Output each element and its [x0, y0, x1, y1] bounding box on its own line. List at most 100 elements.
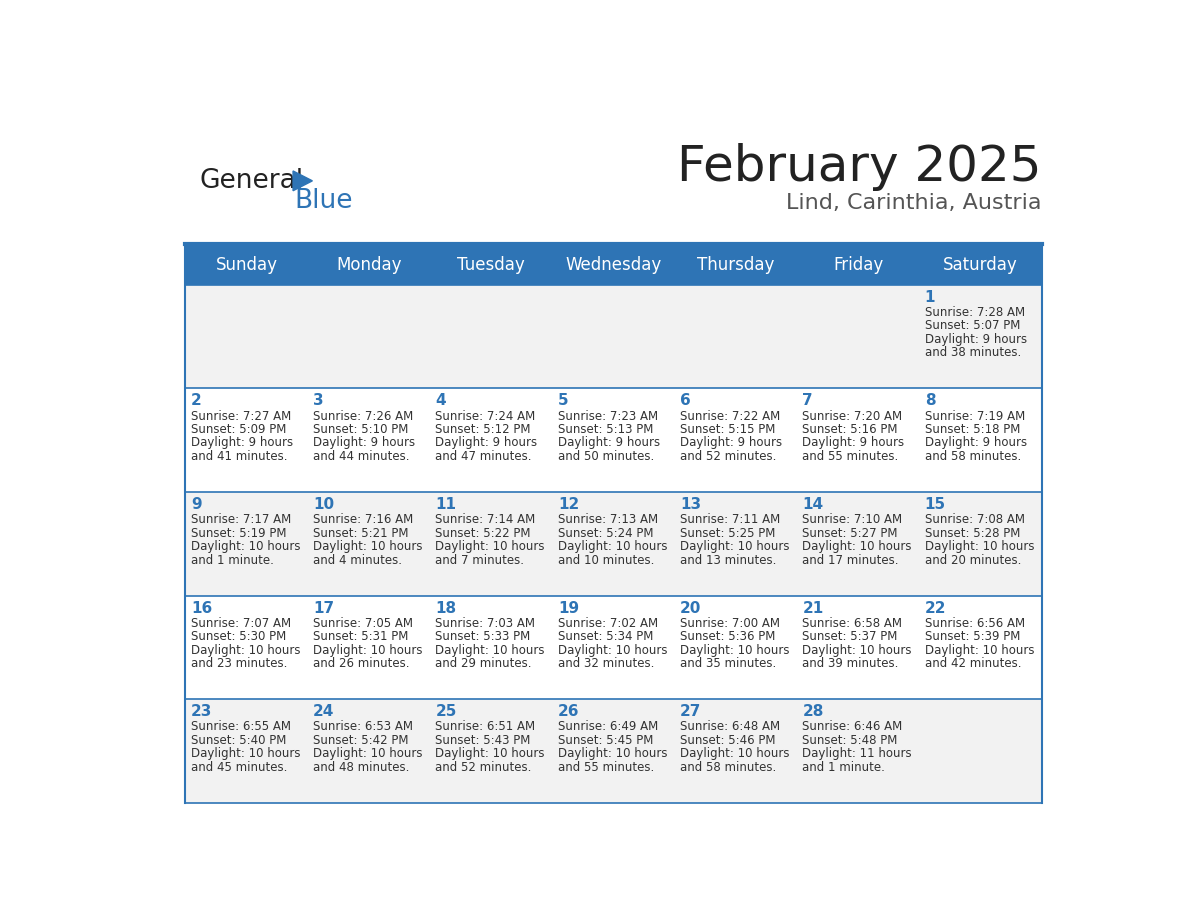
- Text: Daylight: 10 hours: Daylight: 10 hours: [191, 644, 301, 656]
- Text: Daylight: 10 hours: Daylight: 10 hours: [314, 747, 423, 760]
- Text: Daylight: 10 hours: Daylight: 10 hours: [314, 644, 423, 656]
- Text: and 39 minutes.: and 39 minutes.: [802, 657, 899, 670]
- Text: Daylight: 9 hours: Daylight: 9 hours: [558, 436, 661, 450]
- Text: 8: 8: [924, 393, 935, 409]
- Text: Blue: Blue: [293, 187, 353, 214]
- Bar: [797, 285, 920, 388]
- Text: and 58 minutes.: and 58 minutes.: [681, 761, 777, 774]
- Bar: [185, 388, 308, 492]
- Text: Daylight: 9 hours: Daylight: 9 hours: [191, 436, 293, 450]
- Bar: [185, 596, 308, 700]
- Bar: [797, 244, 920, 285]
- Polygon shape: [293, 171, 312, 191]
- Bar: [185, 285, 308, 388]
- Text: 25: 25: [436, 704, 457, 719]
- Text: Sunset: 5:25 PM: Sunset: 5:25 PM: [681, 527, 776, 540]
- Text: Thursday: Thursday: [697, 255, 775, 274]
- Bar: [430, 244, 552, 285]
- Text: Daylight: 10 hours: Daylight: 10 hours: [314, 540, 423, 553]
- Text: Sunset: 5:48 PM: Sunset: 5:48 PM: [802, 733, 898, 747]
- Text: 11: 11: [436, 497, 456, 512]
- Text: Sunset: 5:18 PM: Sunset: 5:18 PM: [924, 423, 1020, 436]
- Text: Sunday: Sunday: [215, 255, 278, 274]
- Text: and 58 minutes.: and 58 minutes.: [924, 450, 1020, 463]
- Bar: [797, 596, 920, 700]
- Bar: [675, 596, 797, 700]
- Text: 18: 18: [436, 600, 456, 616]
- Text: and 35 minutes.: and 35 minutes.: [681, 657, 777, 670]
- Text: Sunset: 5:30 PM: Sunset: 5:30 PM: [191, 631, 286, 644]
- Text: Sunrise: 6:49 AM: Sunrise: 6:49 AM: [558, 721, 658, 733]
- Text: Sunset: 5:43 PM: Sunset: 5:43 PM: [436, 733, 531, 747]
- Bar: [920, 492, 1042, 596]
- Text: and 7 minutes.: and 7 minutes.: [436, 554, 524, 566]
- Text: Saturday: Saturday: [943, 255, 1018, 274]
- Bar: [675, 492, 797, 596]
- Text: 27: 27: [681, 704, 701, 719]
- Text: and 26 minutes.: and 26 minutes.: [314, 657, 410, 670]
- Text: Sunset: 5:40 PM: Sunset: 5:40 PM: [191, 733, 286, 747]
- Text: and 47 minutes.: and 47 minutes.: [436, 450, 532, 463]
- Text: Daylight: 10 hours: Daylight: 10 hours: [436, 540, 545, 553]
- Text: 19: 19: [558, 600, 579, 616]
- Bar: [920, 388, 1042, 492]
- Bar: [185, 492, 308, 596]
- Text: and 44 minutes.: and 44 minutes.: [314, 450, 410, 463]
- Text: 6: 6: [681, 393, 691, 409]
- Text: Sunrise: 7:22 AM: Sunrise: 7:22 AM: [681, 409, 781, 422]
- Bar: [308, 700, 430, 803]
- Text: Sunset: 5:21 PM: Sunset: 5:21 PM: [314, 527, 409, 540]
- Bar: [430, 700, 552, 803]
- Text: 2: 2: [191, 393, 202, 409]
- Text: Daylight: 10 hours: Daylight: 10 hours: [191, 747, 301, 760]
- Text: Sunset: 5:13 PM: Sunset: 5:13 PM: [558, 423, 653, 436]
- Text: and 17 minutes.: and 17 minutes.: [802, 554, 899, 566]
- Text: and 32 minutes.: and 32 minutes.: [558, 657, 655, 670]
- Text: 24: 24: [314, 704, 335, 719]
- Text: Daylight: 10 hours: Daylight: 10 hours: [681, 747, 790, 760]
- Bar: [920, 700, 1042, 803]
- Bar: [920, 596, 1042, 700]
- Text: and 52 minutes.: and 52 minutes.: [681, 450, 777, 463]
- Text: Sunrise: 7:24 AM: Sunrise: 7:24 AM: [436, 409, 536, 422]
- Text: 17: 17: [314, 600, 334, 616]
- Text: and 38 minutes.: and 38 minutes.: [924, 346, 1020, 359]
- Text: and 42 minutes.: and 42 minutes.: [924, 657, 1022, 670]
- Text: and 1 minute.: and 1 minute.: [802, 761, 885, 774]
- Text: Sunset: 5:39 PM: Sunset: 5:39 PM: [924, 631, 1020, 644]
- Text: 14: 14: [802, 497, 823, 512]
- Text: and 1 minute.: and 1 minute.: [191, 554, 273, 566]
- Text: Daylight: 10 hours: Daylight: 10 hours: [191, 540, 301, 553]
- Text: Sunrise: 7:17 AM: Sunrise: 7:17 AM: [191, 513, 291, 526]
- Text: Sunrise: 7:28 AM: Sunrise: 7:28 AM: [924, 306, 1025, 319]
- Bar: [430, 492, 552, 596]
- Text: Daylight: 9 hours: Daylight: 9 hours: [314, 436, 416, 450]
- Text: Daylight: 10 hours: Daylight: 10 hours: [802, 644, 912, 656]
- Bar: [552, 700, 675, 803]
- Text: Sunrise: 6:58 AM: Sunrise: 6:58 AM: [802, 617, 903, 630]
- Text: and 13 minutes.: and 13 minutes.: [681, 554, 777, 566]
- Bar: [920, 244, 1042, 285]
- Text: 28: 28: [802, 704, 823, 719]
- Bar: [308, 492, 430, 596]
- Text: and 45 minutes.: and 45 minutes.: [191, 761, 287, 774]
- Text: 10: 10: [314, 497, 334, 512]
- Text: and 23 minutes.: and 23 minutes.: [191, 657, 287, 670]
- Text: Sunrise: 7:05 AM: Sunrise: 7:05 AM: [314, 617, 413, 630]
- Text: 4: 4: [436, 393, 447, 409]
- Bar: [308, 388, 430, 492]
- Bar: [797, 700, 920, 803]
- Text: and 52 minutes.: and 52 minutes.: [436, 761, 532, 774]
- Bar: [675, 700, 797, 803]
- Text: Sunset: 5:27 PM: Sunset: 5:27 PM: [802, 527, 898, 540]
- Text: and 48 minutes.: and 48 minutes.: [314, 761, 410, 774]
- Text: Sunrise: 6:46 AM: Sunrise: 6:46 AM: [802, 721, 903, 733]
- Text: Wednesday: Wednesday: [565, 255, 662, 274]
- Text: Sunset: 5:37 PM: Sunset: 5:37 PM: [802, 631, 898, 644]
- Text: Daylight: 11 hours: Daylight: 11 hours: [802, 747, 912, 760]
- Bar: [430, 596, 552, 700]
- Bar: [675, 244, 797, 285]
- Text: Daylight: 10 hours: Daylight: 10 hours: [558, 540, 668, 553]
- Text: 13: 13: [681, 497, 701, 512]
- Text: Daylight: 10 hours: Daylight: 10 hours: [924, 540, 1035, 553]
